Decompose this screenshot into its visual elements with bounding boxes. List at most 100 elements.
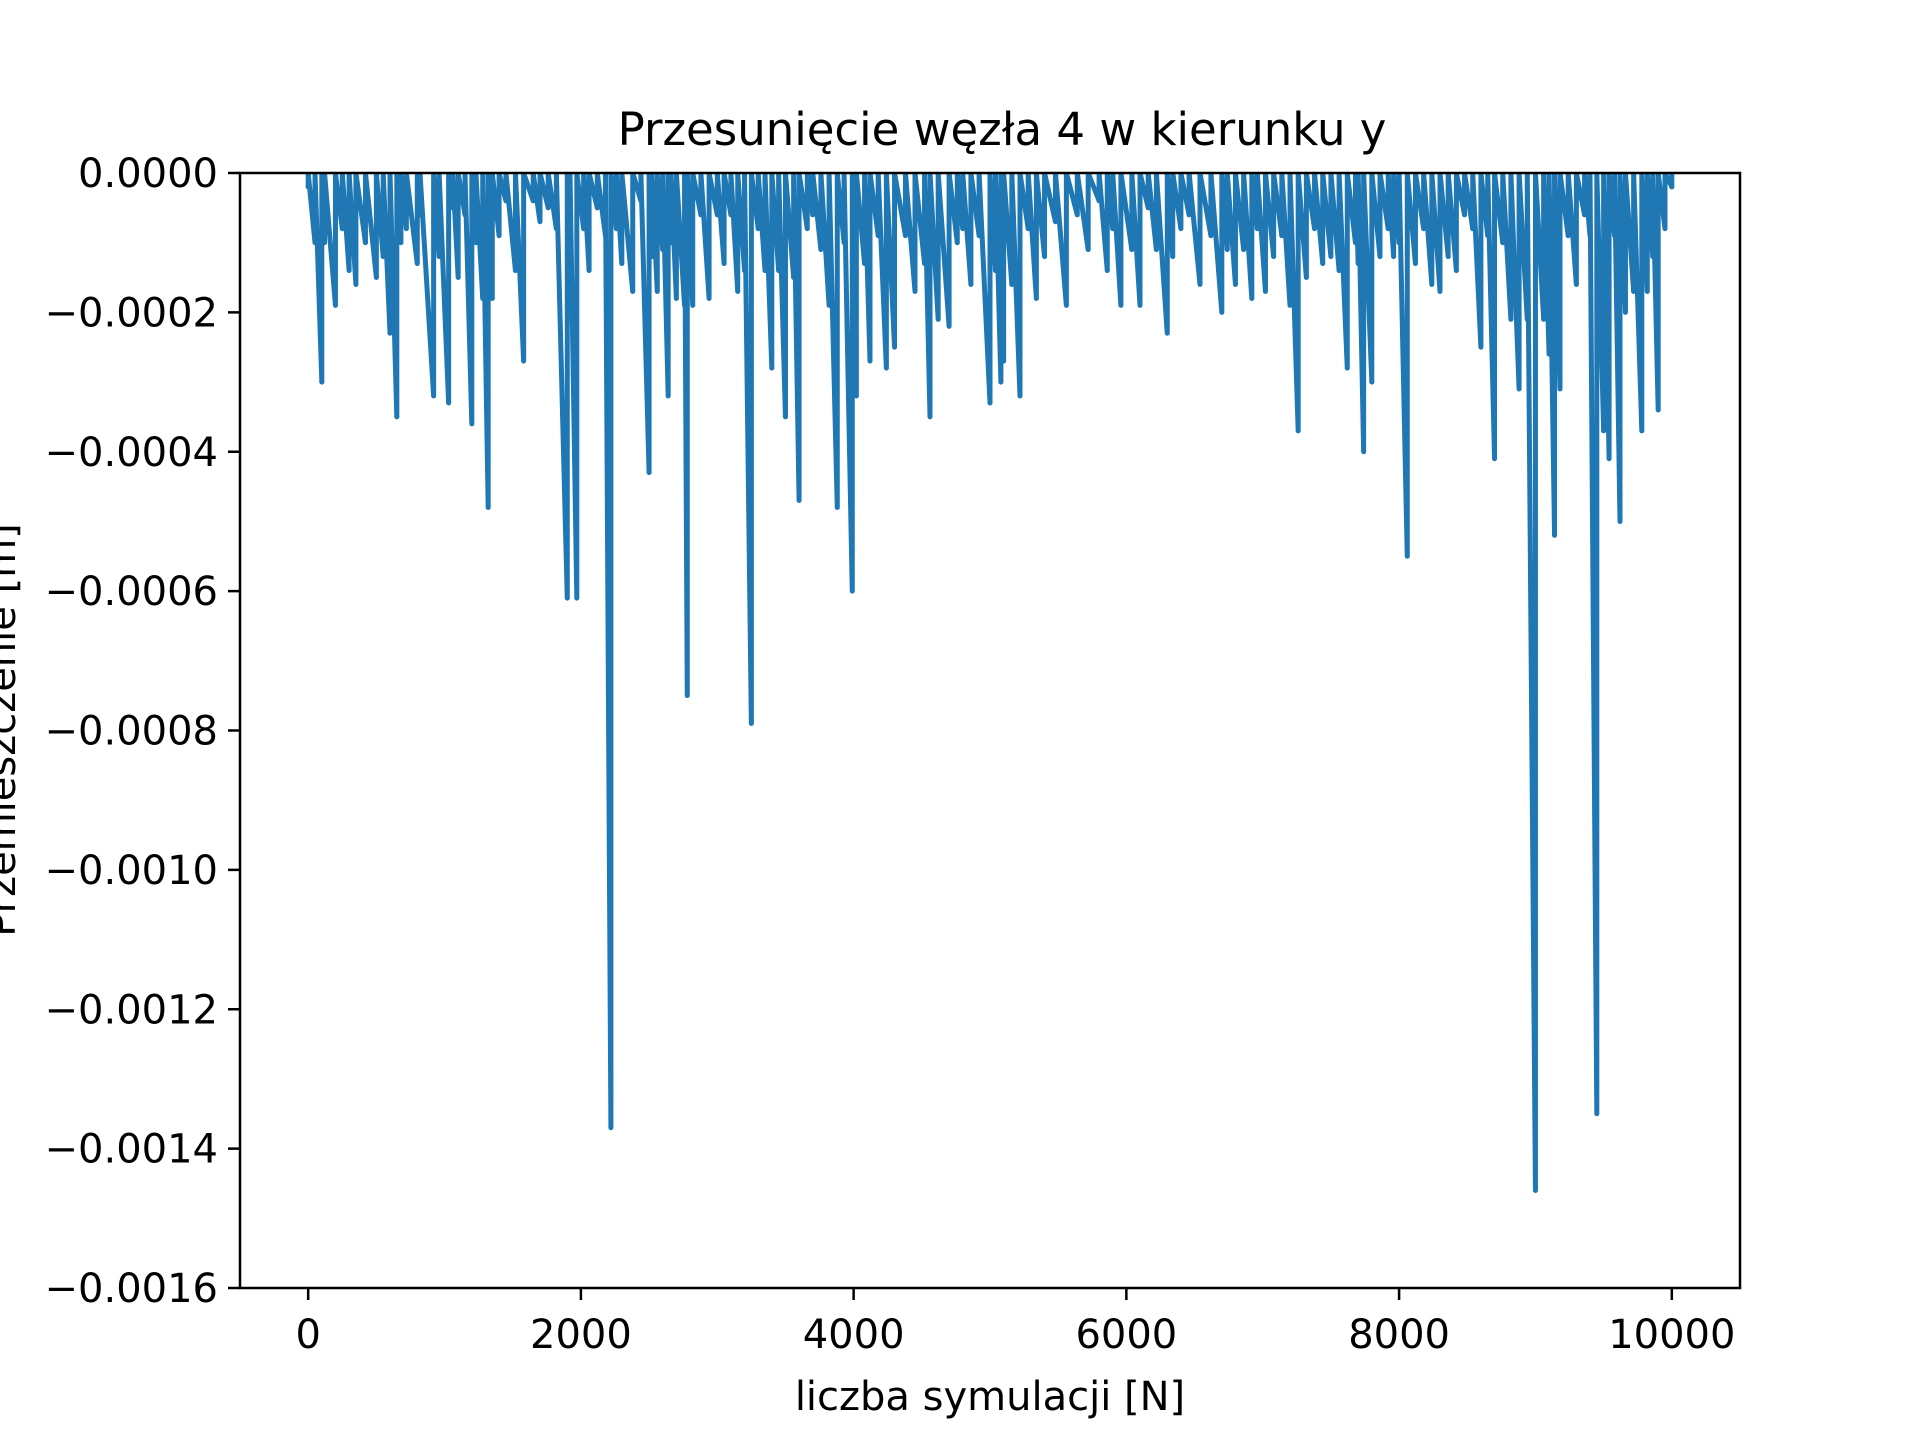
data-point <box>818 247 824 253</box>
data-point <box>436 254 442 260</box>
data-point <box>1500 240 1506 246</box>
data-point <box>853 393 859 399</box>
data-point <box>586 268 592 274</box>
data-point <box>462 212 468 218</box>
data-point <box>849 588 855 594</box>
data-point <box>646 470 652 476</box>
data-point <box>581 226 587 232</box>
data-point <box>480 295 486 301</box>
data-point <box>1033 295 1039 301</box>
data-point <box>1145 205 1151 211</box>
data-point <box>1532 1187 1538 1193</box>
data-point <box>1601 428 1607 434</box>
data-point <box>1118 302 1124 308</box>
data-point <box>1137 302 1143 308</box>
data-point <box>1254 226 1260 232</box>
data-point <box>684 693 690 699</box>
x-axis-label: liczba symulacji [N] <box>795 1374 1185 1420</box>
data-point <box>1421 226 1427 232</box>
data-point <box>322 240 328 246</box>
data-point <box>1412 261 1418 267</box>
data-point <box>862 261 868 267</box>
data-point <box>619 261 625 267</box>
data-point <box>673 295 679 301</box>
data-point <box>1303 275 1309 281</box>
data-point <box>912 288 918 294</box>
data-point <box>1617 518 1623 524</box>
data-point <box>1606 456 1612 462</box>
data-point <box>654 288 660 294</box>
data-point <box>1249 295 1255 301</box>
y-axis-label: Przemieszczenie [m] <box>0 523 25 937</box>
data-point <box>927 414 933 420</box>
data-point <box>469 421 475 427</box>
data-point <box>1153 247 1159 253</box>
data-point <box>1565 233 1571 239</box>
data-point <box>1336 268 1342 274</box>
data-point <box>362 240 368 246</box>
y-tick-label: −0.0016 <box>45 1266 218 1312</box>
data-point <box>545 205 551 211</box>
data-point <box>1042 254 1048 260</box>
y-tick-label: −0.0014 <box>45 1127 218 1173</box>
data-point <box>1320 261 1326 267</box>
data-point <box>1485 233 1491 239</box>
data-point <box>1279 233 1285 239</box>
data-point <box>1396 240 1402 246</box>
data-point <box>1587 233 1593 239</box>
data-point <box>1369 379 1375 385</box>
data-point <box>485 505 491 510</box>
data-point <box>875 233 881 239</box>
data-point <box>1573 282 1579 287</box>
data-point <box>1437 288 1443 294</box>
data-point <box>1385 226 1391 232</box>
data-point <box>1312 226 1318 232</box>
data-point <box>319 379 325 385</box>
data-point <box>1009 282 1015 287</box>
data-point <box>1164 330 1170 336</box>
data-point <box>1470 226 1476 232</box>
data-point <box>394 414 400 420</box>
data-point <box>796 498 802 504</box>
data-point <box>791 275 797 281</box>
data-point <box>892 344 898 350</box>
data-point <box>496 233 502 239</box>
y-tick-label: 0.0000 <box>78 151 218 197</box>
data-point <box>1219 309 1225 315</box>
y-tick-label: −0.0010 <box>45 848 218 894</box>
x-tick-label: 4000 <box>803 1312 905 1358</box>
data-point <box>332 302 338 308</box>
data-point <box>380 254 386 260</box>
data-point <box>1096 198 1102 204</box>
data-point <box>521 358 527 364</box>
data-point <box>1224 247 1230 253</box>
data-point <box>564 595 570 601</box>
data-point <box>1197 282 1203 287</box>
x-tick-label: 10000 <box>1608 1312 1735 1358</box>
data-point <box>1074 212 1080 218</box>
data-point <box>1429 282 1435 287</box>
data-point <box>630 288 636 294</box>
data-point <box>968 282 974 287</box>
data-point <box>1110 226 1116 232</box>
data-point <box>512 268 518 274</box>
data-point <box>602 233 608 239</box>
data-point <box>1552 532 1558 538</box>
x-axis: 0 2000 4000 6000 8000 10000 <box>295 1288 1735 1358</box>
x-tick-label: 0 <box>295 1312 320 1358</box>
data-point <box>1462 212 1468 218</box>
data-point <box>1271 254 1277 260</box>
data-point <box>1017 393 1023 399</box>
data-point <box>1104 268 1110 274</box>
data-point <box>594 205 600 211</box>
data-point <box>867 358 873 364</box>
data-point <box>503 198 509 204</box>
data-point <box>1631 288 1637 294</box>
data-point <box>1492 456 1498 462</box>
y-tick-label: −0.0002 <box>45 290 218 336</box>
data-point <box>721 261 727 267</box>
data-point <box>1025 226 1031 232</box>
data-point <box>613 226 619 232</box>
data-point <box>1669 184 1675 190</box>
data-point <box>1085 247 1091 253</box>
